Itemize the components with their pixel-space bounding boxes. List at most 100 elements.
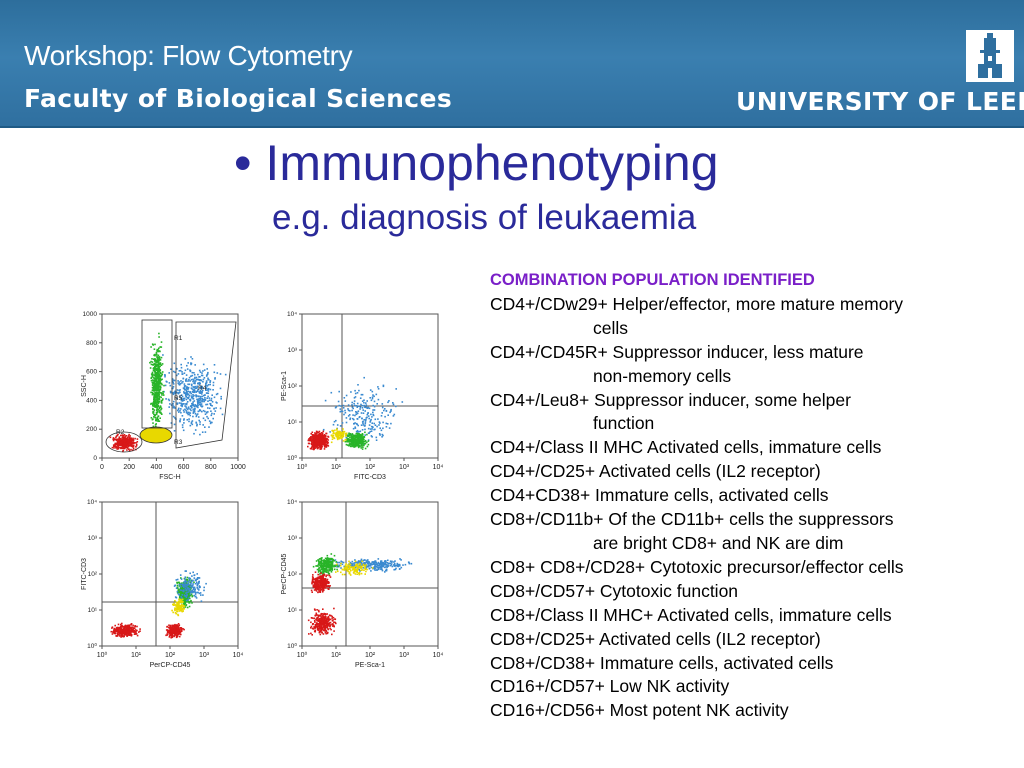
data-point	[135, 444, 138, 447]
data-point	[122, 444, 125, 447]
data-point	[318, 569, 320, 571]
data-point	[326, 578, 329, 581]
data-point	[318, 560, 320, 563]
data-point	[323, 570, 326, 572]
data-point	[310, 448, 312, 450]
data-point	[200, 391, 203, 394]
data-point	[322, 571, 325, 574]
data-point	[341, 422, 344, 424]
data-point	[119, 631, 122, 633]
data-point	[180, 603, 183, 606]
data-point	[165, 634, 167, 637]
data-point	[355, 440, 358, 443]
data-point	[337, 432, 339, 434]
data-point	[151, 375, 154, 378]
data-point	[115, 446, 117, 448]
data-point	[200, 594, 202, 596]
data-point	[316, 436, 318, 439]
data-point	[215, 401, 217, 404]
data-point	[312, 584, 315, 586]
data-point	[322, 629, 325, 632]
data-point	[360, 445, 362, 447]
data-point	[132, 446, 135, 448]
data-point	[307, 439, 310, 442]
data-point	[322, 443, 324, 446]
data-point	[157, 356, 159, 359]
data-point	[131, 629, 133, 632]
data-point	[192, 409, 194, 411]
data-point	[152, 367, 155, 370]
data-point	[387, 564, 389, 566]
data-point	[171, 628, 174, 630]
x-tick-label: 10¹	[331, 652, 342, 659]
data-point	[183, 593, 186, 595]
data-point	[332, 435, 335, 437]
data-point	[161, 399, 164, 401]
data-point	[186, 582, 188, 585]
data-point	[158, 420, 161, 422]
data-point	[178, 594, 180, 596]
data-point	[175, 626, 177, 629]
data-point	[173, 400, 175, 403]
data-point	[119, 437, 122, 440]
y-tick-label: 10²	[88, 571, 98, 578]
data-point	[157, 397, 160, 400]
data-point	[192, 391, 195, 393]
data-point	[331, 568, 334, 570]
data-point	[157, 384, 160, 386]
data-point	[177, 409, 179, 412]
data-point	[340, 410, 343, 412]
data-point	[183, 581, 185, 583]
data-point	[332, 430, 335, 432]
data-point	[319, 441, 321, 443]
data-point	[379, 427, 381, 429]
data-point	[181, 373, 183, 375]
data-point	[324, 435, 327, 437]
data-point	[125, 631, 127, 634]
data-point	[114, 630, 116, 633]
data-point	[312, 435, 314, 438]
data-point	[134, 625, 136, 627]
data-point	[316, 434, 318, 437]
data-point	[209, 381, 211, 383]
data-point	[179, 589, 182, 591]
data-point	[190, 409, 192, 412]
data-point	[198, 369, 201, 372]
data-point	[196, 573, 198, 575]
data-point	[174, 632, 177, 634]
y-tick-label: 10⁴	[287, 499, 297, 506]
data-point	[195, 415, 198, 418]
data-point	[324, 579, 327, 582]
data-point	[192, 588, 195, 591]
data-point	[319, 590, 322, 592]
data-point	[323, 620, 326, 623]
data-point	[168, 636, 171, 638]
data-point	[194, 582, 197, 585]
data-point	[322, 575, 325, 577]
data-point	[309, 437, 311, 439]
data-point	[343, 565, 345, 568]
data-point	[308, 439, 311, 442]
data-point	[211, 421, 213, 424]
data-point	[308, 442, 311, 445]
data-point	[174, 633, 177, 636]
data-point	[311, 581, 313, 584]
data-point	[360, 438, 363, 441]
data-point	[168, 406, 170, 408]
data-point	[359, 406, 362, 409]
data-point	[172, 392, 174, 394]
data-point	[174, 407, 176, 409]
data-point	[116, 630, 118, 633]
data-point	[316, 617, 318, 619]
data-point	[183, 399, 185, 401]
data-point	[357, 446, 360, 449]
data-point	[153, 403, 155, 405]
data-point	[173, 423, 176, 426]
data-point	[340, 435, 342, 437]
data-point	[199, 423, 201, 426]
data-point	[197, 390, 199, 392]
data-point	[321, 619, 324, 621]
data-point	[318, 620, 320, 622]
data-point	[182, 403, 185, 405]
data-point	[320, 581, 323, 584]
